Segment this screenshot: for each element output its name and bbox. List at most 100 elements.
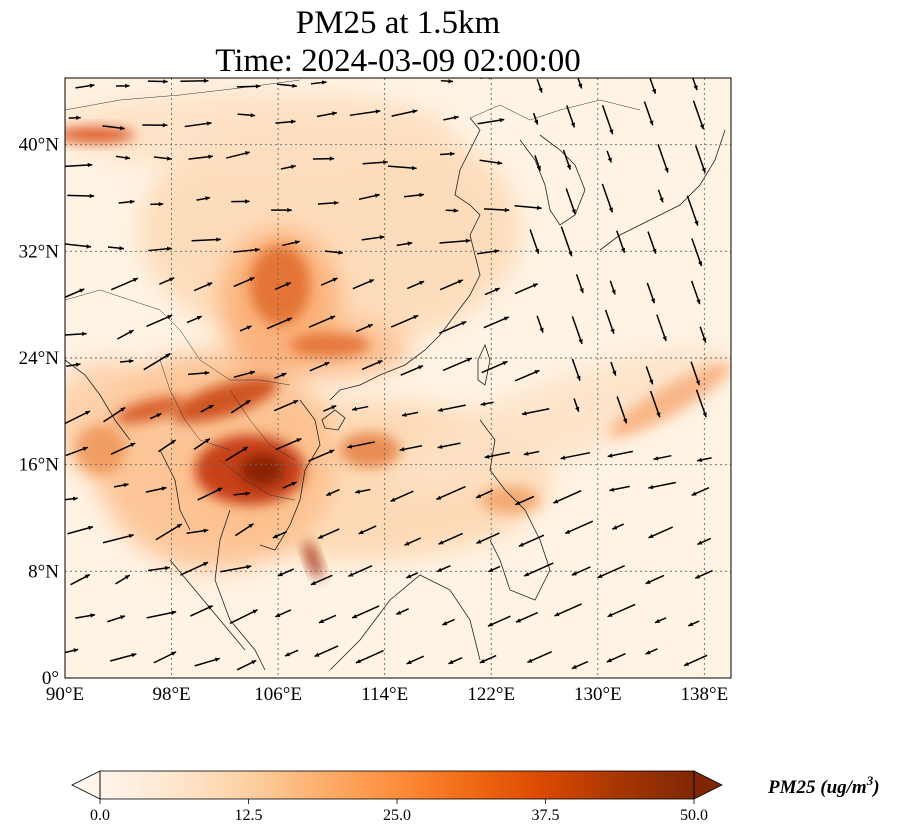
wind-vector-178 xyxy=(150,201,164,207)
wind-vector-154 xyxy=(484,287,501,296)
longitude-ticks: 90°E 98°E 106°E 114°E 122°E 130°E 138°E xyxy=(46,684,728,705)
wind-vector-199 xyxy=(362,160,388,165)
wind-vector-25 xyxy=(441,618,455,626)
coast-bengal xyxy=(65,359,131,441)
wind-vector-29 xyxy=(607,603,636,618)
lat-tick-label-0: 0° xyxy=(42,668,59,689)
hotspot-philippine xyxy=(480,486,540,514)
wind-vector-88 xyxy=(399,444,423,452)
wind-vector-58 xyxy=(476,532,500,545)
wind-vector-13 xyxy=(606,653,626,663)
wind-vector-149 xyxy=(274,281,291,291)
colorbar-tick-label-4: 50.0 xyxy=(680,807,708,824)
colorbar-extend-min xyxy=(71,770,101,800)
wind-vector-153 xyxy=(439,279,464,291)
colorbar-label: PM25 (ug/m3) xyxy=(767,773,880,798)
coast-burma xyxy=(159,449,191,531)
wind-vector-143 xyxy=(699,326,707,343)
wind-vector-12 xyxy=(571,660,589,670)
wind-vector-217 xyxy=(443,115,459,121)
wind-vector-207 xyxy=(694,145,706,173)
wind-vector-77 xyxy=(609,485,630,492)
wind-vector-38 xyxy=(310,574,333,586)
wind-vector-52 xyxy=(234,523,254,537)
coast-korea xyxy=(519,134,586,226)
wind-vector-125 xyxy=(610,361,617,376)
wind-vector-139 xyxy=(536,315,544,333)
wind-vector-111 xyxy=(695,389,707,418)
wind-vector-216 xyxy=(391,109,418,117)
wind-vector-115 xyxy=(187,370,210,376)
wind-vector-158 xyxy=(646,282,656,304)
wind-vector-118 xyxy=(309,361,330,372)
lon-tick-label-6: 138°E xyxy=(681,684,729,705)
wind-vector-208 xyxy=(68,115,81,120)
wind-vector-100 xyxy=(230,399,251,414)
wind-vectors xyxy=(65,78,713,671)
wind-vector-172 xyxy=(560,226,573,257)
wind-vector-74 xyxy=(475,489,494,499)
hotspot-bengal xyxy=(75,425,125,475)
wind-vector-43 xyxy=(523,562,554,577)
wind-vector-180 xyxy=(231,199,250,204)
wind-vector-151 xyxy=(352,278,375,290)
wind-vector-145 xyxy=(110,277,139,291)
wind-vector-19 xyxy=(189,605,214,617)
wind-vector-169 xyxy=(439,238,471,244)
wind-vector-1 xyxy=(110,653,137,662)
wind-vector-60 xyxy=(564,520,594,535)
wind-vector-37 xyxy=(277,568,295,577)
wind-vector-15 xyxy=(683,654,708,667)
wind-vector-23 xyxy=(351,605,380,619)
wind-vector-33 xyxy=(115,574,131,585)
wind-vector-193 xyxy=(115,155,131,160)
coast-sumatra xyxy=(169,559,246,651)
wind-vector-5 xyxy=(284,649,299,657)
wind-vector-75 xyxy=(515,495,535,506)
colorbar-ramp xyxy=(100,771,694,799)
wind-vector-116 xyxy=(233,370,256,378)
wind-vector-152 xyxy=(406,280,425,290)
wind-vector-11 xyxy=(527,650,552,664)
wind-vector-72 xyxy=(390,490,414,503)
wind-vector-164 xyxy=(233,247,260,253)
border-1 xyxy=(65,289,291,386)
wind-vector-32 xyxy=(70,573,91,586)
wind-vector-192 xyxy=(65,162,93,168)
wind-vector-186 xyxy=(483,207,510,213)
wind-vector-220 xyxy=(566,105,576,128)
wind-vector-92 xyxy=(560,451,591,460)
wind-vector-156 xyxy=(575,274,584,294)
wind-vector-121 xyxy=(442,357,473,372)
wind-vector-126 xyxy=(645,366,654,385)
wind-vector-26 xyxy=(487,615,511,627)
wind-vector-61 xyxy=(611,523,625,530)
wind-vector-14 xyxy=(645,648,658,655)
wind-vector-148 xyxy=(233,276,255,288)
wind-vector-55 xyxy=(358,525,377,535)
wind-vector-196 xyxy=(225,151,251,159)
lon-tick-label-3: 114°E xyxy=(361,684,408,705)
lat-tick-label-4: 32°N xyxy=(19,241,60,262)
wind-vector-106 xyxy=(480,401,494,407)
wind-vector-44 xyxy=(571,566,591,576)
wind-vector-183 xyxy=(358,193,380,201)
colorbar-extend-max xyxy=(693,770,723,800)
wind-vector-187 xyxy=(514,204,542,210)
map-panel xyxy=(65,78,731,678)
wind-vector-20 xyxy=(229,609,258,625)
wind-vector-68 xyxy=(233,491,251,496)
wind-vector-130 xyxy=(146,314,173,327)
wind-vector-210 xyxy=(142,122,168,128)
wind-vector-237 xyxy=(617,78,620,79)
wind-vector-212 xyxy=(237,113,256,118)
wind-vector-57 xyxy=(438,532,464,545)
wind-vector-155 xyxy=(514,283,539,295)
wind-vector-3 xyxy=(194,657,221,667)
wind-vector-117 xyxy=(274,372,287,380)
wind-vector-76 xyxy=(553,490,582,504)
colorbar-tick-label-0: 0.0 xyxy=(90,807,110,824)
wind-vector-10 xyxy=(479,654,497,664)
wind-vector-203 xyxy=(534,155,542,171)
